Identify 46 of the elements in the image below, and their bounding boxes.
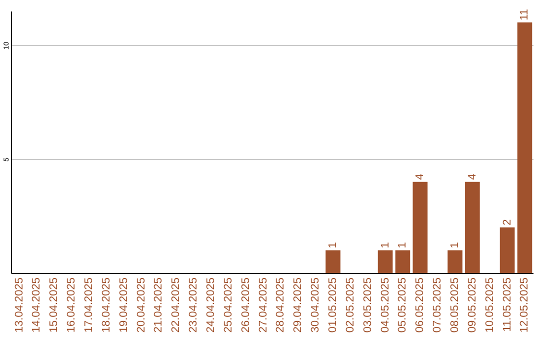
x-tick-label: 13.04.2025 bbox=[13, 278, 26, 333]
data-label: 2 bbox=[501, 219, 514, 226]
data-label: 1 bbox=[396, 242, 409, 248]
x-tick-label: 08.05.2025 bbox=[449, 278, 462, 333]
bar bbox=[378, 250, 393, 273]
x-tick-label: 01.05.2025 bbox=[327, 278, 339, 333]
x-tick-label: 27.04.2025 bbox=[257, 278, 270, 333]
x-tick-label: 12.05.2025 bbox=[518, 278, 531, 333]
x-tick-label: 15.04.2025 bbox=[48, 278, 60, 333]
x-tick-label: 25.04.2025 bbox=[222, 278, 234, 333]
x-tick-label: 21.04.2025 bbox=[152, 278, 165, 333]
x-tick-label: 16.04.2025 bbox=[66, 278, 78, 333]
data-label: 11 bbox=[518, 8, 531, 20]
x-tick-label: 23.04.2025 bbox=[188, 278, 200, 333]
bar bbox=[500, 227, 515, 273]
x-tick-label: 29.04.2025 bbox=[292, 278, 304, 333]
x-tick-label: 05.05.2025 bbox=[396, 278, 409, 333]
data-label: 1 bbox=[327, 242, 339, 248]
x-tick-label: 10.05.2025 bbox=[484, 278, 496, 333]
x-tick-label: 04.05.2025 bbox=[379, 278, 392, 333]
data-label: 4 bbox=[466, 174, 478, 180]
x-tick-label: 02.05.2025 bbox=[344, 278, 356, 333]
bar bbox=[448, 250, 462, 273]
bar bbox=[517, 22, 532, 273]
data-label: 4 bbox=[414, 174, 426, 180]
x-tick-label: 28.04.2025 bbox=[274, 278, 287, 333]
x-tick-label: 19.04.2025 bbox=[118, 278, 130, 333]
x-tick-label: 07.05.2025 bbox=[432, 278, 444, 333]
x-tick-label: 20.04.2025 bbox=[135, 278, 148, 333]
bar bbox=[412, 182, 428, 273]
bar bbox=[395, 250, 410, 273]
x-tick-label: 11.05.2025 bbox=[501, 278, 514, 332]
bar bbox=[465, 182, 480, 273]
x-tick-label: 24.04.2025 bbox=[205, 278, 217, 333]
x-tick-label: 17.04.2025 bbox=[82, 278, 95, 333]
x-tick-label: 22.04.2025 bbox=[170, 278, 182, 333]
x-tick-label: 14.04.2025 bbox=[30, 278, 43, 333]
bar bbox=[326, 250, 340, 273]
x-tick-label: 30.04.2025 bbox=[310, 278, 322, 333]
x-tick-label: 06.05.2025 bbox=[414, 278, 426, 333]
x-tick-label: 18.04.2025 bbox=[100, 278, 112, 333]
data-label: 1 bbox=[379, 242, 392, 248]
x-tick-label: 03.05.2025 bbox=[362, 278, 374, 333]
data-label: 1 bbox=[449, 242, 462, 248]
x-tick-label: 09.05.2025 bbox=[466, 278, 478, 333]
x-tick-label: 26.04.2025 bbox=[240, 278, 252, 333]
